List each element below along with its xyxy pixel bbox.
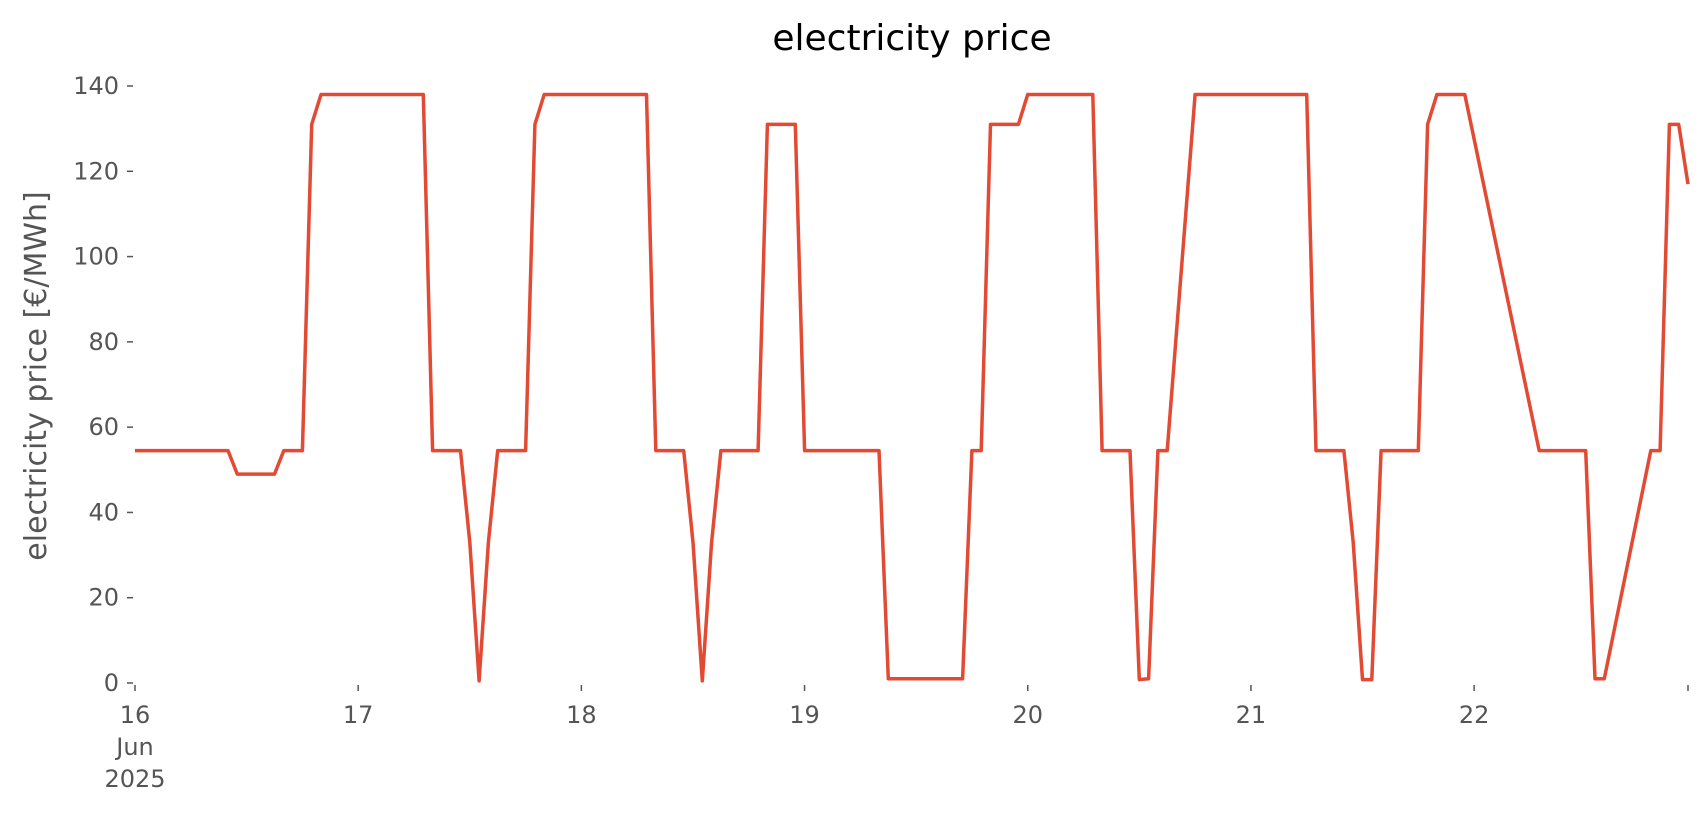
y-axis-label: electricity price [€/MWh] [19, 191, 54, 560]
x-tick-label: 17 [343, 701, 374, 729]
y-tick-label: 40 [88, 498, 119, 526]
y-tick-label: 120 [73, 157, 119, 185]
plot-area [135, 92, 1690, 683]
x-tick-label: 19 [789, 701, 820, 729]
x-axis: 16 Jun 2025 17 18 19 20 21 22 [104, 685, 1689, 793]
y-tick-label: 20 [88, 584, 119, 612]
y-tick-label: 140 [73, 72, 119, 100]
series-line [135, 92, 1690, 683]
x-tick-label: 16 Jun 2025 [104, 701, 165, 793]
chart-title: electricity price [772, 18, 1051, 59]
x-tick-label: 21 [1236, 701, 1267, 729]
y-tick-label: 60 [88, 413, 119, 441]
y-tick-label: 100 [73, 243, 119, 271]
y-axis: 0 20 40 60 80 100 120 140 [73, 72, 133, 697]
y-tick-label: 80 [88, 328, 119, 356]
y-tick-label: 0 [104, 669, 119, 697]
x-tick-label: 22 [1459, 701, 1490, 729]
x-tick-label: 18 [566, 701, 597, 729]
x-tick-label: 20 [1012, 701, 1043, 729]
